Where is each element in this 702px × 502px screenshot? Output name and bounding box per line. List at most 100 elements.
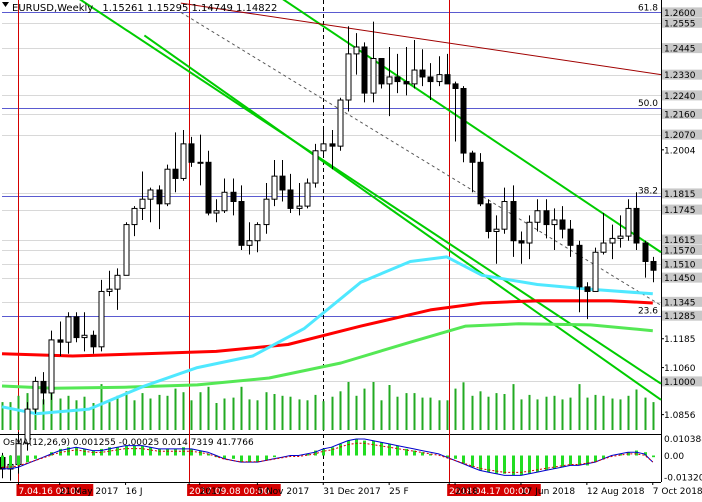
candle-body[interactable] — [625, 207, 632, 237]
price-tick-label: 1.1060 — [664, 364, 696, 374]
price-tick-label: 1.1450 — [664, 274, 696, 284]
candle-body[interactable] — [230, 191, 237, 203]
ohlc-label: 1.15261 1.15295 1.14749 1.14822 — [102, 3, 277, 14]
candle-body[interactable] — [296, 205, 303, 209]
candle-body[interactable] — [123, 224, 130, 276]
candle-body[interactable] — [493, 228, 500, 232]
candle-body[interactable] — [246, 240, 253, 246]
candle-body[interactable] — [98, 290, 105, 348]
candle-body[interactable] — [131, 207, 138, 226]
candle-body[interactable] — [73, 316, 80, 339]
candle-body[interactable] — [353, 46, 360, 55]
candle-body[interactable] — [609, 237, 616, 244]
osma-panel: OsMA(12,26,9) 0.001255 -0.00025 0.014 73… — [1, 435, 702, 484]
candle-body[interactable] — [501, 201, 508, 230]
candle-body[interactable] — [164, 168, 171, 205]
candle-body[interactable] — [238, 201, 245, 246]
candle-body[interactable] — [213, 210, 220, 214]
candle-body[interactable] — [172, 168, 179, 179]
candle-body[interactable] — [526, 221, 533, 244]
candle-body[interactable] — [57, 339, 64, 343]
moving-averages — [1, 255, 653, 416]
moving-average-line — [1, 299, 653, 358]
candle-body[interactable] — [592, 251, 599, 292]
candle-body[interactable] — [312, 150, 319, 184]
candle-body[interactable] — [510, 201, 517, 242]
candle-body[interactable] — [534, 210, 541, 223]
candle-body[interactable] — [617, 235, 624, 239]
candle-body[interactable] — [633, 207, 640, 244]
candle-body[interactable] — [518, 240, 525, 244]
candle-body[interactable] — [221, 191, 228, 212]
candle-body[interactable] — [444, 74, 451, 85]
candle-body[interactable] — [411, 69, 418, 85]
candle-body[interactable] — [156, 189, 163, 205]
candle-body[interactable] — [304, 182, 311, 207]
candle-body[interactable] — [65, 316, 72, 343]
candle-body[interactable] — [477, 161, 484, 205]
candle-body[interactable] — [106, 288, 113, 292]
candle-body[interactable] — [600, 242, 607, 253]
price-label-bg — [662, 272, 702, 283]
candle-body[interactable] — [436, 74, 443, 83]
candle-body[interactable] — [345, 53, 352, 101]
candle-body[interactable] — [370, 58, 377, 94]
candle-body[interactable] — [40, 380, 47, 394]
osma-dotted-line — [2, 442, 654, 473]
candle-body[interactable] — [139, 198, 146, 209]
price-tick-label: 1.2240 — [664, 92, 696, 102]
price-tick-label: 1.2160 — [664, 110, 696, 120]
osma-tick-label: 0.00 — [664, 452, 684, 462]
candle-body[interactable] — [576, 244, 583, 288]
candle-body[interactable] — [386, 76, 393, 85]
candle-body[interactable] — [559, 219, 566, 230]
candle-body[interactable] — [551, 219, 558, 226]
price-tick-label: 1.2004 — [664, 146, 696, 156]
candle-body[interactable] — [427, 76, 434, 83]
candle-body[interactable] — [48, 339, 55, 394]
candle-body[interactable] — [188, 143, 195, 163]
candle-body[interactable] — [279, 175, 286, 191]
candle-body[interactable] — [394, 76, 401, 83]
candle-body[interactable] — [485, 203, 492, 232]
time-label-bg — [447, 484, 541, 496]
candle-body[interactable] — [650, 260, 657, 271]
candle-body[interactable] — [469, 152, 476, 163]
symbol-header: EURUSD,Weekly 1.15261 1.15295 1.14749 1.… — [12, 3, 277, 14]
candle-body[interactable] — [329, 143, 336, 147]
candle-body[interactable] — [320, 143, 327, 152]
candle-body[interactable] — [378, 58, 385, 85]
candle-body[interactable] — [642, 242, 649, 262]
candle-body[interactable] — [32, 380, 39, 410]
candle-body[interactable] — [337, 99, 344, 147]
price-tick-label: 1.1285 — [664, 312, 696, 322]
collapse-arrow-icon[interactable] — [2, 2, 9, 7]
candle-body[interactable] — [205, 161, 212, 214]
candle-body[interactable] — [254, 224, 261, 242]
candle-body[interactable] — [147, 189, 154, 200]
time-tick-label: 2018 — [455, 487, 478, 497]
candle-body[interactable] — [584, 286, 591, 292]
candle-body[interactable] — [543, 210, 550, 226]
candle-body[interactable] — [567, 228, 574, 246]
candle-body[interactable] — [90, 334, 97, 348]
candle-body[interactable] — [180, 143, 187, 179]
price-tick-label: 1.2330 — [664, 71, 696, 81]
candle-body[interactable] — [24, 408, 31, 445]
time-label-bg — [187, 484, 281, 496]
candle-body[interactable] — [452, 83, 459, 89]
candle-body[interactable] — [460, 87, 467, 154]
candle-body[interactable] — [81, 334, 88, 339]
fibonacci-labels: 61.8 50.0 38.2 23.6 — [638, 3, 658, 316]
candle-body[interactable] — [271, 175, 278, 200]
candle-body[interactable] — [263, 198, 270, 226]
candle-body[interactable] — [197, 161, 204, 164]
candle-body[interactable] — [361, 46, 368, 94]
candle-body[interactable] — [419, 69, 426, 78]
candle-body[interactable] — [403, 81, 410, 85]
candle-body[interactable] — [114, 274, 121, 290]
candle-body[interactable] — [287, 189, 294, 209]
